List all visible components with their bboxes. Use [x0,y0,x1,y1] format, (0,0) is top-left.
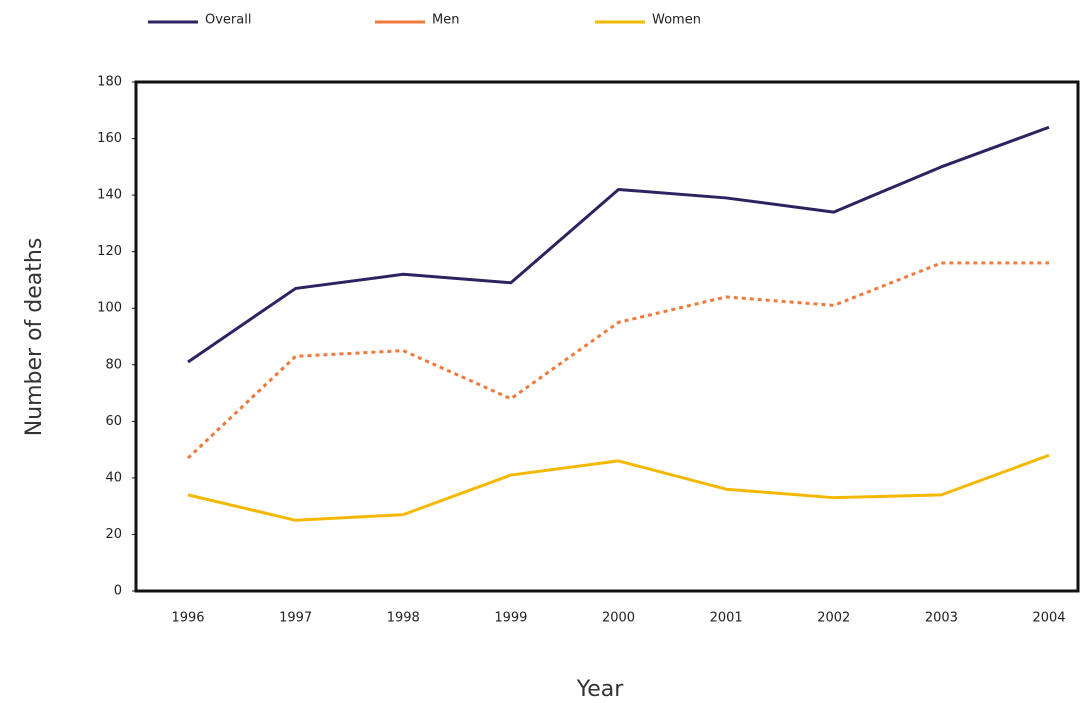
legend-label: Women [652,13,701,28]
x-tick-label: 2000 [602,611,635,626]
y-tick-label: 0 [114,584,122,599]
y-tick-label: 60 [105,414,122,429]
legend-label: Overall [205,13,251,28]
y-axis-title: Number of deaths [22,238,47,437]
x-axis-title: Year [576,677,625,702]
x-tick-label: 1998 [387,611,420,626]
x-tick-label: 1999 [494,611,527,626]
line-series [187,453,1050,522]
legend-label: Men [432,13,459,28]
y-tick-label: 120 [97,244,122,259]
plot-frame [134,80,1080,593]
y-tick-label: 180 [97,75,122,90]
x-tick-label: 1996 [171,611,204,626]
y-tick-label: 40 [105,470,122,485]
y-tick-label: 160 [97,131,122,146]
x-tick-label: 2002 [817,611,850,626]
y-tick-label: 80 [105,357,122,372]
y-tick-label: 100 [97,301,122,316]
y-tick-label: 140 [97,188,122,203]
x-tick-label: 2003 [925,611,958,626]
line-series [186,261,1049,460]
line-series [187,125,1050,364]
x-tick-label: 1997 [279,611,312,626]
x-tick-label: 2004 [1032,611,1065,626]
y-tick-label: 20 [105,527,122,542]
x-tick-label: 2001 [710,611,743,626]
